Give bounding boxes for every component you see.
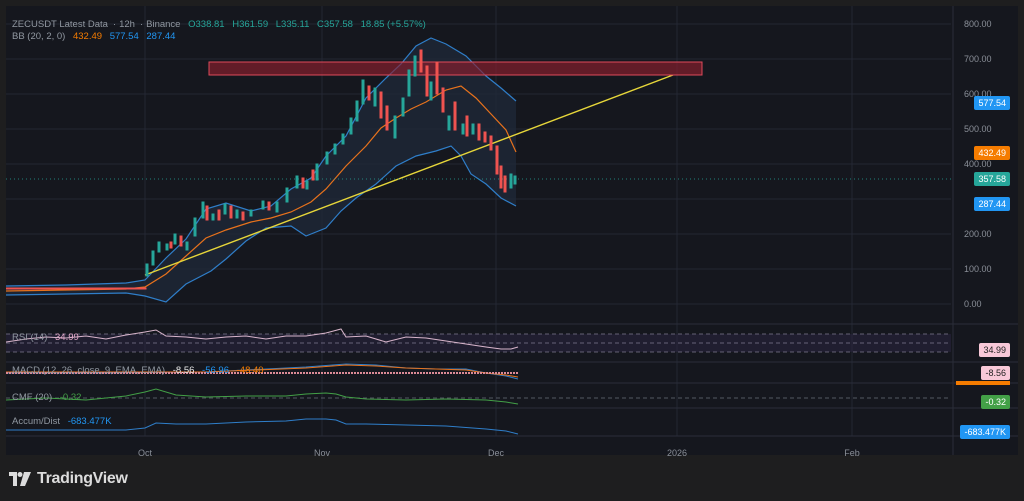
tradingview-brand[interactable]: TradingView	[9, 470, 128, 488]
time-tick: Dec	[487, 448, 505, 458]
bb-upper: 577.54	[109, 31, 139, 42]
interval: 12h	[119, 19, 135, 30]
macd-signal-tag	[956, 381, 1010, 385]
price-tick: 700.00	[964, 54, 992, 64]
price-tick: 800.00	[964, 19, 992, 29]
time-tick: Oct	[137, 448, 153, 458]
cmf-value: -0.32	[59, 392, 82, 403]
macd-signal: -48.40	[236, 365, 264, 376]
bb-label: BB (20, 2, 0)	[12, 31, 66, 42]
time-tick: 2026	[666, 448, 688, 458]
price-tick: 400.00	[964, 159, 992, 169]
symbol-title: ZECUSDT Latest Data	[12, 19, 108, 30]
time-tick: Feb	[844, 448, 860, 458]
exchange: Binance	[146, 19, 181, 30]
bb-basis-tag: 432.49	[974, 146, 1010, 160]
macd-hist: -8.56	[172, 365, 195, 376]
rsi-value: 34.99	[55, 332, 79, 343]
price-tick: 600.00	[964, 89, 992, 99]
bb-upper-tag: 577.54	[974, 96, 1010, 110]
chart-frame[interactable]: ZECUSDT Latest Data · 12h · Binance O338.81 …	[6, 6, 1018, 458]
rsi-label: RSI (14)	[12, 332, 48, 343]
ad-value: -683.477K	[67, 416, 112, 427]
bb-lower: 287.44	[146, 31, 176, 42]
macd-line: -56.96	[202, 365, 229, 376]
price-tick: 100.00	[964, 264, 992, 274]
time-tick: Nov	[313, 448, 331, 458]
ad-label: Accum/Dist	[12, 416, 61, 427]
bb-legend[interactable]: BB (20, 2, 0) 432.49 577.54 287.44	[12, 31, 180, 42]
ad-tag: -683.477K	[960, 425, 1010, 439]
rsi-tag: 34.99	[979, 343, 1010, 357]
close-value: C357.58	[317, 19, 353, 30]
ad-legend[interactable]: Accum/Dist -683.477K	[12, 416, 117, 427]
tradingview-logo-icon	[9, 472, 31, 486]
cmf-legend[interactable]: CMF (20) -0.32	[12, 392, 86, 403]
price-tick: 200.00	[964, 229, 992, 239]
bb-lower-tag: 287.44	[974, 197, 1010, 211]
macd-hist-tag: -8.56	[981, 366, 1010, 380]
cmf-label: CMF (20)	[12, 392, 53, 403]
macd-label: MACD (12, 26, close, 9, EMA, EMA)	[12, 365, 166, 376]
brand-name: TradingView	[37, 470, 128, 487]
macd-legend[interactable]: MACD (12, 26, close, 9, EMA, EMA) -8.56 …	[12, 365, 269, 376]
symbol-legend[interactable]: ZECUSDT Latest Data · 12h · Binance O338.81 …	[12, 19, 426, 30]
open-value: O338.81	[188, 19, 225, 30]
price-tick: 500.00	[964, 124, 992, 134]
change-value: 18.85 (+5.57%)	[360, 19, 426, 30]
price-chart[interactable]	[6, 6, 1018, 455]
price-tick: 0.00	[964, 299, 982, 309]
high-value: H361.59	[232, 19, 269, 30]
bb-basis: 432.49	[72, 31, 103, 42]
cmf-tag: -0.32	[981, 395, 1010, 409]
rsi-legend[interactable]: RSI (14) 34.99	[12, 332, 84, 343]
close-price-tag: 357.58	[974, 172, 1010, 186]
low-value: L335.11	[275, 19, 310, 30]
